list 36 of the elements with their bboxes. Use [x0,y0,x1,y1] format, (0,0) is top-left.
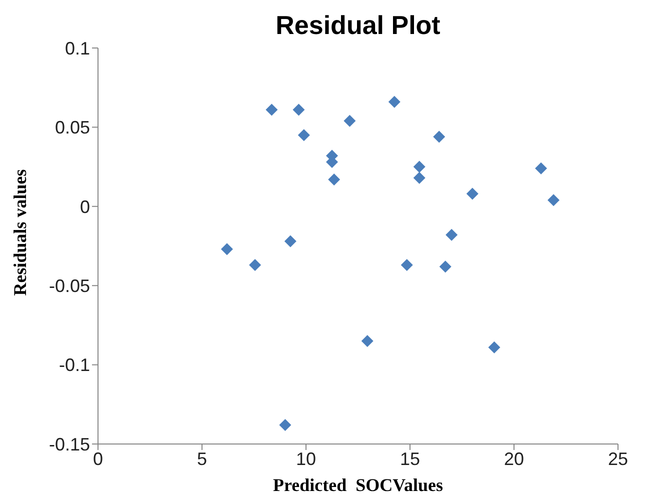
y-axis-title: Residuals values [10,168,30,296]
point [413,172,426,184]
chart-title: Residual Plot [274,10,442,41]
y-tick-label: -0.05 [48,276,90,296]
y-tick-label: 0.05 [54,118,90,138]
x-tick-label: 25 [608,448,628,469]
point [388,96,400,108]
point [284,235,296,248]
point [361,335,374,348]
point [466,188,478,200]
point [439,260,452,273]
point [488,341,500,354]
y-tick-label: -0.15 [48,434,90,454]
x-tick-label: 5 [196,448,208,469]
point [249,259,262,272]
point [446,228,458,241]
point [400,259,413,272]
x-tick-label: 20 [504,448,524,469]
point [220,243,233,256]
x-tick-label: 15 [400,448,420,469]
point [298,129,310,142]
y-tick-label: 0.1 [64,38,90,58]
point [292,104,305,116]
y-tick-label: -0.1 [58,355,90,376]
point [535,162,548,174]
point [328,173,340,186]
y-tick-label: 0 [80,196,90,217]
point [433,130,446,143]
x-tick-label: 0 [92,448,104,469]
point [344,114,356,127]
point [266,104,278,116]
point [279,418,292,431]
point [548,194,560,206]
x-tick-label: 10 [296,448,316,469]
point [413,160,426,173]
x-axis-title: Predicted SOCValues [272,475,444,496]
